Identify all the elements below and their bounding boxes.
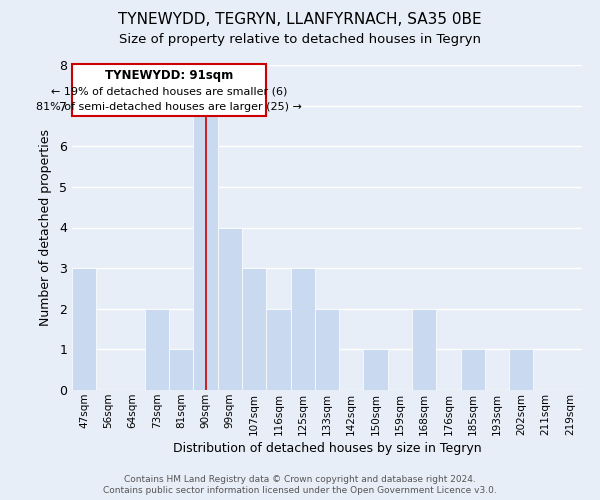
Text: Size of property relative to detached houses in Tegryn: Size of property relative to detached ho… [119,32,481,46]
Text: Contains public sector information licensed under the Open Government Licence v3: Contains public sector information licen… [103,486,497,495]
Bar [72,268,96,390]
Bar [242,268,266,390]
Text: 81% of semi-detached houses are larger (25) →: 81% of semi-detached houses are larger (… [36,102,302,112]
Bar [412,308,436,390]
Bar [461,350,485,390]
Bar [364,350,388,390]
Text: ← 19% of detached houses are smaller (6): ← 19% of detached houses are smaller (6) [51,86,287,97]
Text: TYNEWYDD, TEGRYN, LLANFYRNACH, SA35 0BE: TYNEWYDD, TEGRYN, LLANFYRNACH, SA35 0BE [118,12,482,28]
Bar [315,308,339,390]
Bar [218,228,242,390]
X-axis label: Distribution of detached houses by size in Tegryn: Distribution of detached houses by size … [173,442,481,455]
Y-axis label: Number of detached properties: Number of detached properties [39,129,52,326]
Bar [509,350,533,390]
Bar [290,268,315,390]
FancyBboxPatch shape [73,64,266,116]
Text: TYNEWYDD: 91sqm: TYNEWYDD: 91sqm [105,68,233,82]
Bar [193,106,218,390]
Text: Contains HM Land Registry data © Crown copyright and database right 2024.: Contains HM Land Registry data © Crown c… [124,475,476,484]
Bar [266,308,290,390]
Bar [145,308,169,390]
Bar [169,350,193,390]
